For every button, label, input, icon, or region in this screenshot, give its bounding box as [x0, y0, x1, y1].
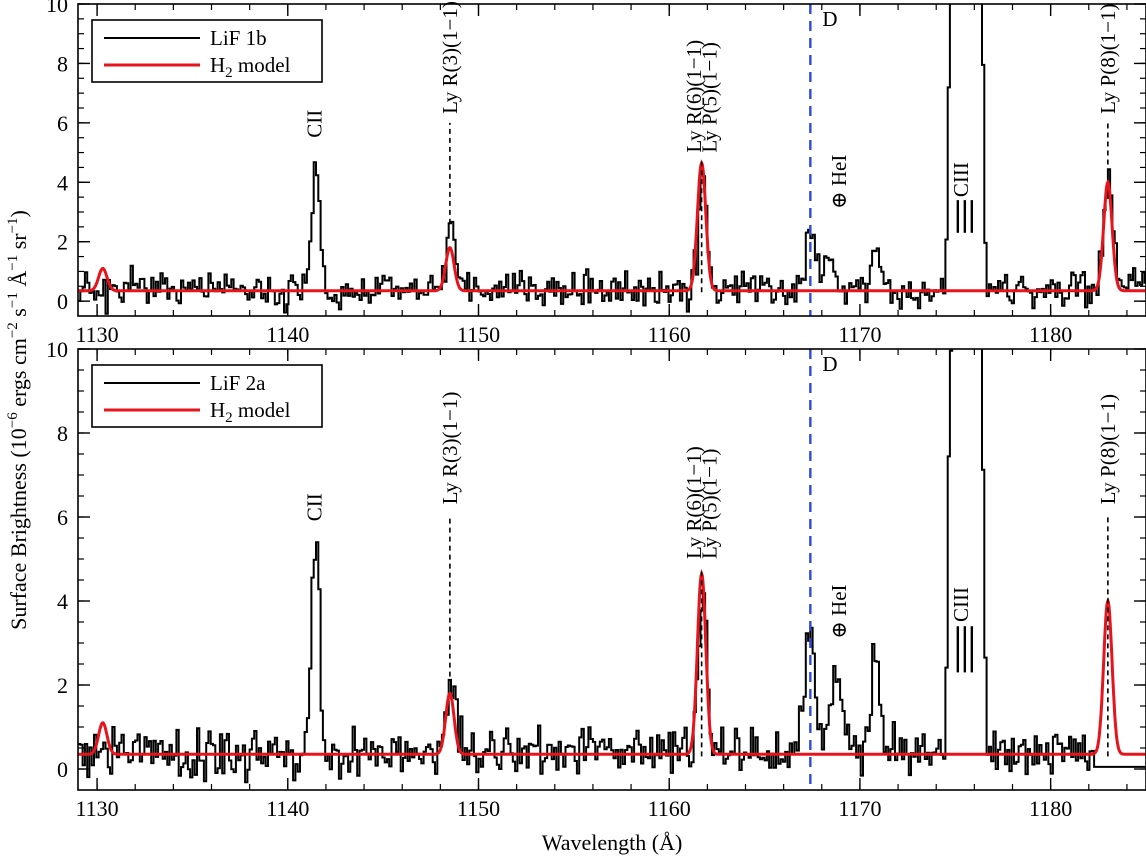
x-tick-label: 1130	[75, 322, 118, 347]
y-axis-title-part: sr	[6, 233, 31, 255]
y-tick-label: 6	[57, 505, 68, 530]
plot-frame	[77, 348, 1146, 791]
y-axis-title-part: )	[6, 210, 31, 217]
panel-top: D CII Ly R(3)(1−1) Ly R(6)(1−1)Ly P(5)(1−1)…	[46, 0, 1146, 347]
y-tick-label: 10	[46, 0, 68, 17]
panel-bottom: D CII Ly R(3)(1−1) Ly R(6)(1−1)Ly P(5)(1−1)…	[46, 337, 1146, 821]
y-tick-label: 2	[57, 673, 68, 698]
x-tick-label: 1150	[457, 796, 500, 821]
annotation-label: CIII	[949, 587, 973, 622]
y-axis-title-part: s	[6, 308, 31, 322]
legend-box	[91, 364, 323, 428]
y-axis-title-part: ergs cm	[6, 338, 31, 412]
y-axis-title-exp: −1	[5, 217, 21, 233]
annotation-label: Ly R(3)(1−1)	[438, 392, 462, 505]
x-tick-label: 1170	[838, 796, 881, 821]
d-label: D	[822, 352, 837, 376]
x-tick-label: 1150	[457, 322, 500, 347]
annotation-label: Ly P(8)(1−1)	[1096, 3, 1120, 113]
y-tick-label: 10	[46, 337, 68, 362]
y-axis-title-exp: −1	[5, 292, 21, 308]
annotation-label: Ly P(5)(1−1)	[697, 449, 721, 559]
legend-model-label: H2 model	[210, 398, 291, 426]
y-tick-label: 8	[57, 421, 68, 446]
y-axis-title-exp: −2	[5, 322, 21, 338]
x-tick-label: 1160	[648, 796, 691, 821]
y-tick-label: 0	[57, 757, 68, 782]
annotation-label: Ly R(6)(1−1)	[682, 40, 706, 153]
x-axis-title: Wavelength (Å)	[542, 830, 683, 855]
x-tick-label: 1160	[648, 322, 691, 347]
plot-area	[78, 349, 1146, 784]
annotation-label: Ly P(8)(1−1)	[1096, 394, 1120, 504]
y-tick-label: 4	[57, 589, 68, 614]
annotation-label: CII	[303, 493, 327, 521]
y-axis-title-exp: −1	[5, 255, 21, 271]
x-tick-label: 1130	[75, 796, 118, 821]
annotation-label: ⊕ HeI	[827, 155, 851, 209]
legend-model-sub: 2	[225, 410, 233, 426]
legend-data-label: LiF 1b	[210, 26, 267, 50]
y-axis-title-exp: −6	[5, 412, 21, 428]
legend-box	[91, 19, 323, 83]
annotation-label: ⊕ HeI	[827, 584, 851, 638]
x-tick-label: 1180	[1029, 796, 1072, 821]
legend-model-base: H	[210, 53, 225, 77]
model-series-line	[78, 159, 1146, 293]
annotation-label: Ly P(5)(1−1)	[697, 42, 721, 152]
y-axis-title: Surface Brightness (10−6 ergs cm−2 s−1 Å…	[5, 210, 31, 630]
x-tick-label: 1140	[266, 796, 309, 821]
plot-area	[78, 4, 1146, 315]
legend-model-sub: 2	[225, 65, 233, 81]
annotation-label: CIII	[949, 162, 973, 197]
y-tick-label: 2	[57, 230, 68, 255]
annotation-label: Ly R(6)(1−1)	[682, 446, 706, 559]
y-axis-title-part: Surface Brightness (10	[6, 428, 31, 630]
model-series-line	[78, 568, 1146, 756]
annotation-label: CII	[303, 110, 327, 138]
x-tick-label: 1180	[1029, 322, 1072, 347]
legend-model-label: H2 model	[210, 53, 291, 81]
y-tick-label: 6	[57, 111, 68, 136]
legend-model-rest: model	[233, 398, 291, 422]
x-tick-label: 1140	[266, 322, 309, 347]
data-series-line	[78, 349, 1146, 784]
y-tick-label: 4	[57, 170, 68, 195]
y-tick-label: 8	[57, 51, 68, 76]
legend-model-base: H	[210, 398, 225, 422]
y-tick-label: 0	[57, 289, 68, 314]
data-series-line	[78, 4, 1146, 315]
legend-model-rest: model	[233, 53, 291, 77]
plot-frame	[77, 3, 1146, 317]
y-axis-title-part: Å	[6, 271, 31, 293]
d-label: D	[822, 7, 837, 31]
x-tick-label: 1170	[838, 322, 881, 347]
legend-data-label: LiF 2a	[210, 371, 266, 395]
annotation-label: Ly R(3)(1−1)	[438, 1, 462, 114]
